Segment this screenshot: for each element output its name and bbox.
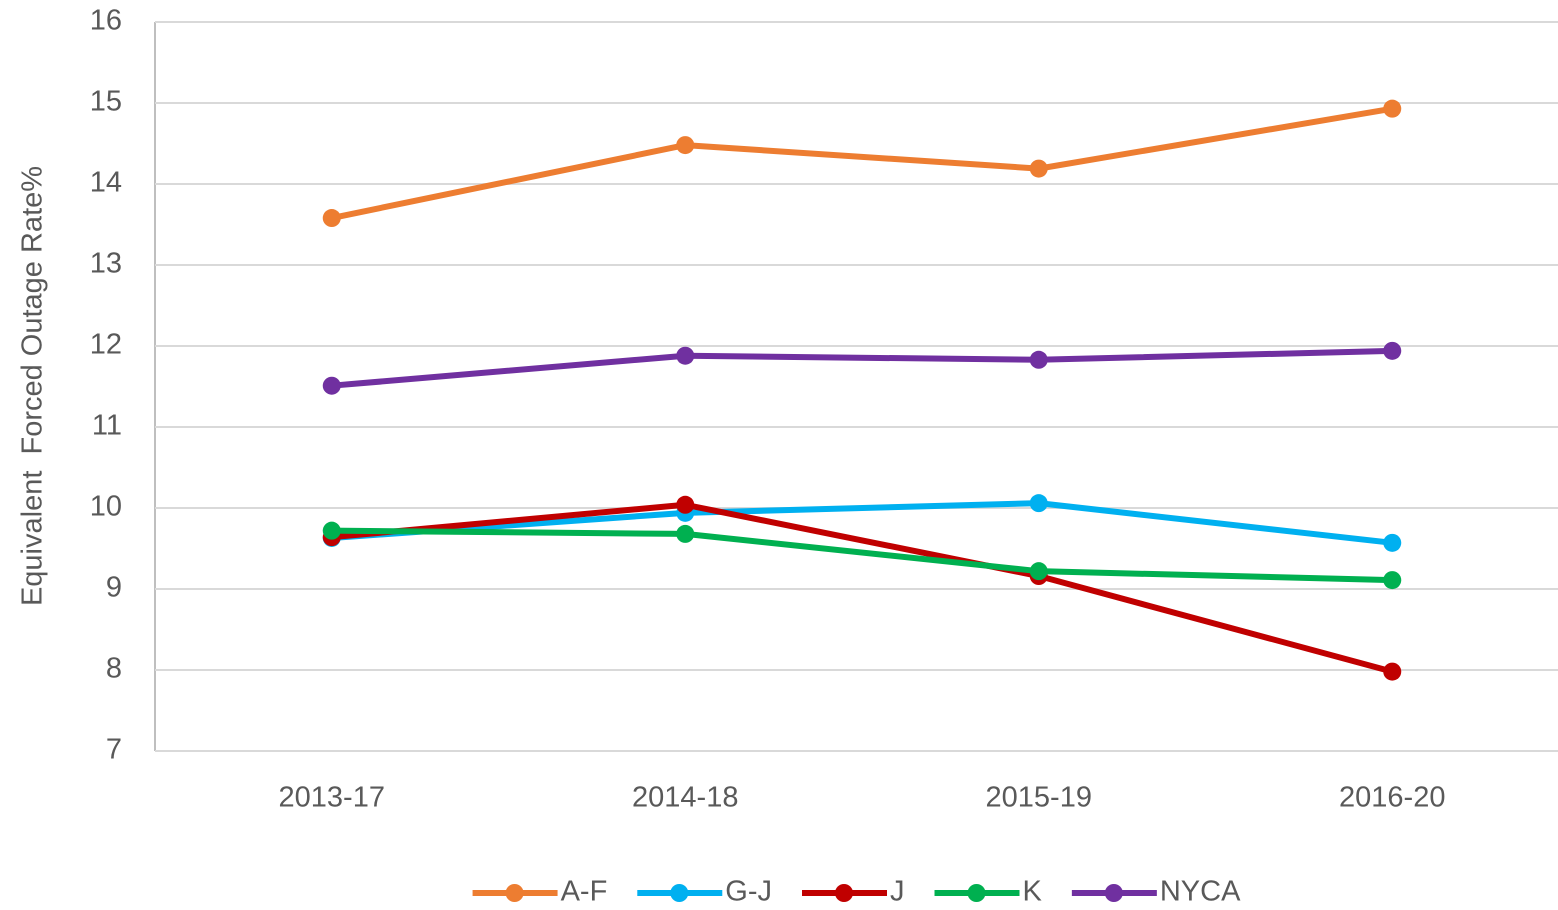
- legend-marker: [505, 884, 524, 902]
- y-tick-label: 15: [90, 86, 122, 118]
- legend-marker: [835, 884, 854, 902]
- point: [1029, 159, 1048, 178]
- point: [1029, 350, 1048, 369]
- y-tick-label: 8: [106, 653, 122, 685]
- y-tick-label: 7: [106, 734, 122, 766]
- point: [322, 209, 341, 228]
- series-line: [331, 527, 1393, 584]
- x-tick-label: 2013-17: [279, 782, 385, 814]
- point: [1383, 341, 1402, 360]
- point: [676, 346, 695, 365]
- y-axis-label: Equivalent Forced Outage Rate%: [17, 166, 49, 606]
- x-tick-label: 2014-18: [632, 782, 738, 814]
- point: [1029, 562, 1048, 581]
- point: [1383, 533, 1402, 552]
- y-tick-label: 10: [90, 491, 122, 523]
- point: [676, 495, 695, 514]
- legend-label: J: [890, 876, 905, 908]
- point: [322, 521, 341, 540]
- series-line: [331, 105, 1393, 221]
- legend-label: A-F: [561, 876, 608, 908]
- y-tick-label: 14: [90, 167, 122, 199]
- point: [676, 136, 695, 155]
- legend-marker: [670, 884, 689, 902]
- y-tick-label: 12: [90, 329, 122, 361]
- point: [1383, 571, 1402, 590]
- x-tick-label: 2016-20: [1339, 782, 1445, 814]
- point: [1383, 99, 1402, 118]
- legend-marker: [967, 884, 986, 902]
- x-tick-label: 2015-19: [986, 782, 1092, 814]
- legend-marker: [1104, 884, 1123, 902]
- y-tick-label: 11: [92, 410, 122, 442]
- series-line: [331, 501, 1394, 675]
- point: [1029, 494, 1048, 513]
- series-line: [331, 500, 1393, 546]
- legend-label: K: [1023, 876, 1043, 908]
- series-line: [331, 347, 1393, 389]
- point: [322, 376, 341, 395]
- legend-label: NYCA: [1160, 876, 1241, 908]
- point: [676, 524, 695, 543]
- y-tick-label: 9: [106, 572, 122, 604]
- y-tick-label: 16: [90, 5, 122, 37]
- legend-label: G-J: [725, 876, 772, 908]
- point: [1383, 662, 1402, 681]
- y-tick-label: 13: [90, 248, 122, 280]
